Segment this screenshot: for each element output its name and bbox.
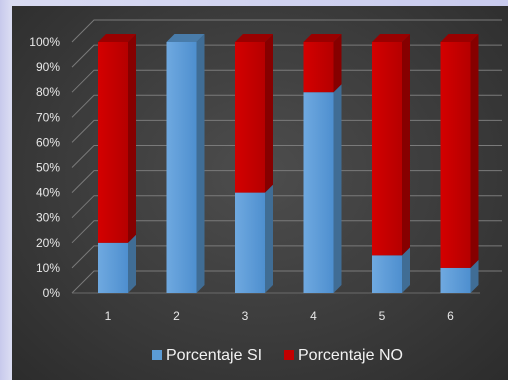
gridline bbox=[71, 69, 502, 93]
y-tick-label: 70% bbox=[36, 110, 60, 124]
gridline bbox=[71, 119, 502, 143]
x-axis-ticks: 1 2 3 4 5 6 bbox=[105, 309, 455, 323]
bar-top-1 bbox=[98, 34, 136, 42]
bar-porcentaje-no-3 bbox=[235, 42, 265, 193]
gridline bbox=[71, 195, 502, 219]
legend-swatch-0 bbox=[152, 350, 162, 360]
bar-side-1-1 bbox=[128, 34, 136, 243]
gridline bbox=[71, 94, 502, 118]
y-tick-label: 20% bbox=[36, 236, 60, 250]
y-tick-label: 60% bbox=[36, 135, 60, 149]
gridline bbox=[71, 145, 502, 168]
gridline bbox=[71, 19, 502, 43]
bar-porcentaje-si-6 bbox=[440, 267, 471, 293]
bars bbox=[98, 34, 479, 293]
bar-top-6 bbox=[440, 34, 479, 42]
gridline bbox=[71, 245, 502, 269]
bar-side-2-0 bbox=[196, 34, 205, 293]
x-tick-label: 3 bbox=[242, 309, 249, 323]
legend-swatch-1 bbox=[284, 350, 294, 360]
bar-porcentaje-no-1 bbox=[98, 42, 128, 243]
bar-side-6-0 bbox=[470, 259, 479, 293]
y-tick-label: 50% bbox=[36, 161, 60, 175]
y-tick-label: 10% bbox=[36, 261, 60, 275]
grid-lines bbox=[71, 19, 502, 294]
bar-top-4 bbox=[303, 34, 342, 42]
bar-side-4-1 bbox=[333, 34, 342, 93]
bar-top-5 bbox=[372, 34, 410, 42]
bar-side-4-0 bbox=[333, 84, 342, 293]
bar-top-2 bbox=[166, 34, 205, 42]
gridline bbox=[71, 44, 502, 68]
y-tick-label: 100% bbox=[29, 35, 60, 49]
gridline bbox=[71, 170, 502, 193]
legend: Porcentaje SI Porcentaje NO bbox=[152, 347, 403, 364]
y-tick-label: 0% bbox=[43, 286, 61, 300]
bar-side-3-0 bbox=[265, 184, 273, 293]
bar-side-1-0 bbox=[128, 234, 136, 293]
bar-porcentaje-no-4 bbox=[303, 42, 334, 93]
bar-porcentaje-si-5 bbox=[372, 255, 402, 293]
y-axis-ticks: 0% 10% 20% 30% 40% 50% 60% 70% 80% 90% 100% bbox=[29, 35, 60, 300]
gridline bbox=[71, 270, 502, 294]
bar-porcentaje-no-6 bbox=[440, 42, 471, 268]
bar-side-6-1 bbox=[470, 34, 479, 268]
y-tick-label: 30% bbox=[36, 211, 60, 225]
bar-porcentaje-si-3 bbox=[235, 192, 265, 293]
bar-top-3 bbox=[235, 34, 273, 42]
bar-porcentaje-si-4 bbox=[303, 92, 334, 293]
x-tick-label: 2 bbox=[173, 309, 180, 323]
bar-porcentaje-no-5 bbox=[372, 42, 402, 256]
bar-side-5-1 bbox=[402, 34, 410, 256]
x-tick-label: 6 bbox=[447, 309, 454, 323]
x-tick-label: 4 bbox=[310, 309, 317, 323]
x-tick-label: 5 bbox=[379, 309, 386, 323]
bar-side-3-1 bbox=[265, 34, 273, 193]
y-tick-label: 80% bbox=[36, 85, 60, 99]
bar-side-5-0 bbox=[402, 247, 410, 293]
y-tick-label: 90% bbox=[36, 60, 60, 74]
legend-label-0: Porcentaje SI bbox=[166, 347, 262, 364]
gridline bbox=[71, 220, 502, 244]
bar-porcentaje-si-1 bbox=[98, 242, 128, 293]
bar-porcentaje-si-2 bbox=[166, 42, 197, 293]
legend-label-1: Porcentaje NO bbox=[298, 347, 403, 364]
y-tick-label: 40% bbox=[36, 186, 60, 200]
x-tick-label: 1 bbox=[105, 309, 112, 323]
